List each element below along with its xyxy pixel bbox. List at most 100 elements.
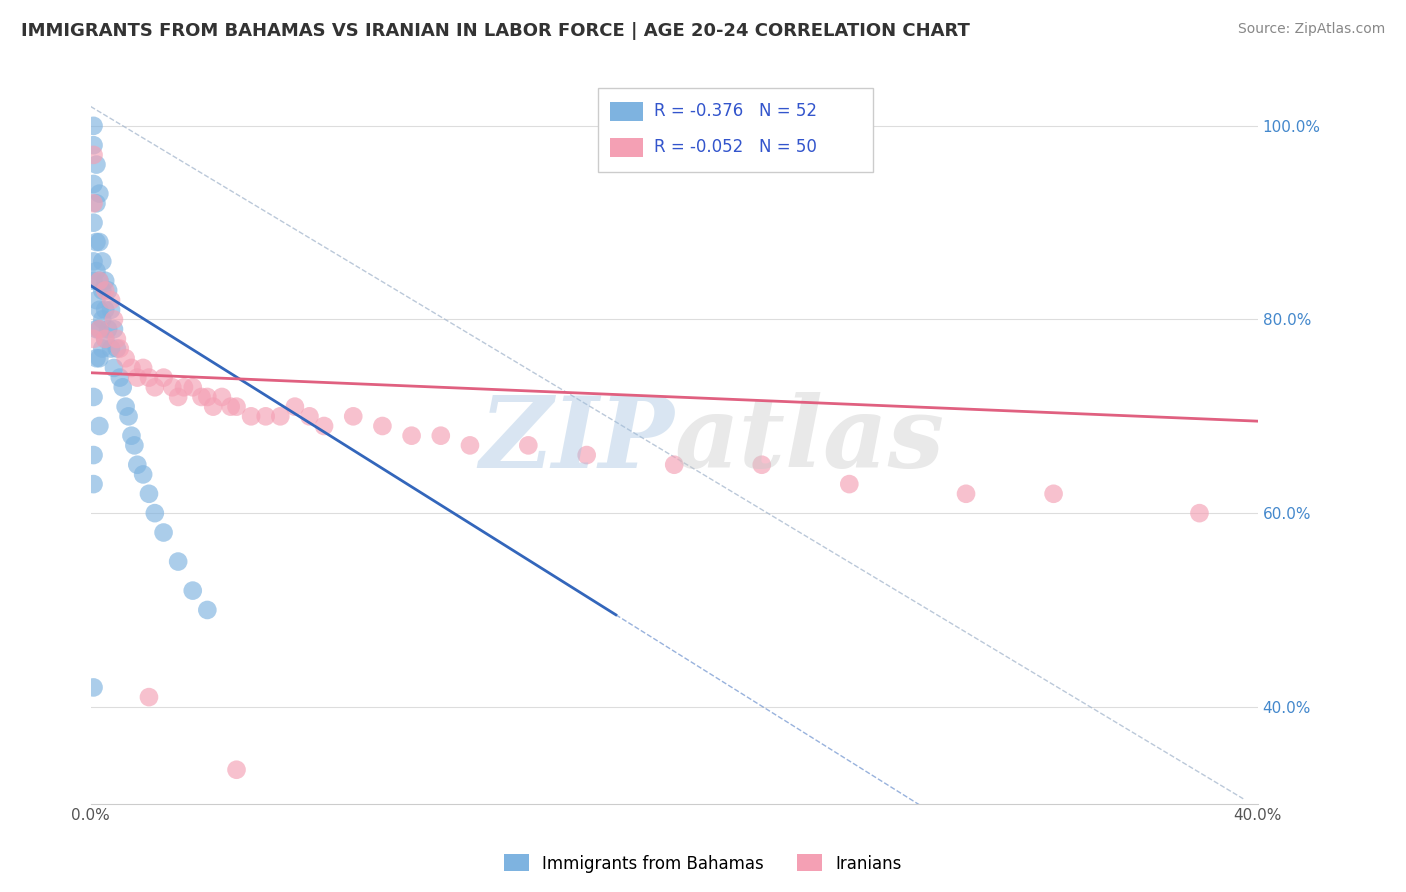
Point [664, 458, 686, 472]
Point [89, 351, 111, 366]
Point [94, 274, 117, 288]
Point [89, 274, 111, 288]
Point [86, 235, 108, 249]
Point [458, 438, 481, 452]
Point [83, 390, 105, 404]
Point [430, 428, 453, 442]
Text: ZIP: ZIP [479, 392, 675, 489]
Point [955, 487, 977, 501]
Point [114, 351, 136, 366]
Point [89, 322, 111, 336]
Bar [610, 138, 643, 157]
Point [143, 380, 166, 394]
Text: R = -0.376   N = 52: R = -0.376 N = 52 [654, 102, 817, 120]
Point [91, 312, 114, 326]
Point [195, 390, 218, 404]
Point [117, 409, 139, 424]
Point [211, 390, 233, 404]
Point [605, 119, 627, 133]
Point [83, 332, 105, 346]
Point [83, 196, 105, 211]
Text: Source: ZipAtlas.com: Source: ZipAtlas.com [1237, 22, 1385, 37]
Point [751, 458, 773, 472]
Point [83, 177, 105, 191]
Point [94, 302, 117, 317]
Point [240, 409, 263, 424]
Point [401, 428, 423, 442]
Point [100, 293, 122, 307]
Point [111, 380, 134, 394]
Point [86, 322, 108, 336]
FancyBboxPatch shape [599, 88, 873, 172]
Point [86, 264, 108, 278]
Point [575, 448, 598, 462]
Text: atlas: atlas [675, 392, 945, 489]
Point [89, 235, 111, 249]
Point [83, 148, 105, 162]
Point [89, 302, 111, 317]
Text: R = -0.052   N = 50: R = -0.052 N = 50 [654, 138, 817, 156]
Point [219, 400, 242, 414]
Point [254, 409, 277, 424]
Point [108, 370, 131, 384]
Point [94, 332, 117, 346]
Point [103, 360, 125, 375]
Point [138, 487, 160, 501]
Point [89, 419, 111, 434]
Point [100, 342, 122, 356]
Point [1042, 487, 1064, 501]
Point [127, 458, 149, 472]
Point [838, 477, 860, 491]
Point [121, 360, 143, 375]
Point [124, 438, 146, 452]
Point [103, 312, 125, 326]
Point [86, 351, 108, 366]
Point [152, 525, 174, 540]
Point [132, 360, 155, 375]
Point [83, 119, 105, 133]
Point [312, 419, 335, 434]
Point [105, 342, 128, 356]
Point [517, 438, 540, 452]
Point [190, 390, 212, 404]
Point [86, 293, 108, 307]
Point [269, 409, 291, 424]
Point [371, 419, 394, 434]
Point [83, 254, 105, 268]
Point [108, 342, 131, 356]
Point [83, 477, 105, 491]
Point [83, 448, 105, 462]
Point [1188, 506, 1211, 520]
Point [173, 380, 195, 394]
Point [103, 322, 125, 336]
Point [167, 390, 190, 404]
Point [83, 681, 105, 695]
Point [138, 370, 160, 384]
Point [225, 763, 247, 777]
Point [143, 506, 166, 520]
Point [100, 302, 122, 317]
Point [89, 322, 111, 336]
Point [91, 342, 114, 356]
Point [181, 380, 204, 394]
Point [202, 400, 225, 414]
Point [167, 555, 190, 569]
Legend: Immigrants from Bahamas, Iranians: Immigrants from Bahamas, Iranians [498, 847, 908, 880]
Point [195, 603, 218, 617]
Point [91, 254, 114, 268]
Point [342, 409, 364, 424]
Point [298, 409, 321, 424]
Point [89, 186, 111, 201]
Point [89, 274, 111, 288]
Point [91, 284, 114, 298]
Point [284, 400, 307, 414]
Point [105, 332, 128, 346]
Point [181, 583, 204, 598]
Point [83, 216, 105, 230]
Point [97, 322, 120, 336]
Point [121, 428, 143, 442]
Point [86, 196, 108, 211]
Point [94, 332, 117, 346]
Point [127, 370, 149, 384]
Point [225, 400, 247, 414]
